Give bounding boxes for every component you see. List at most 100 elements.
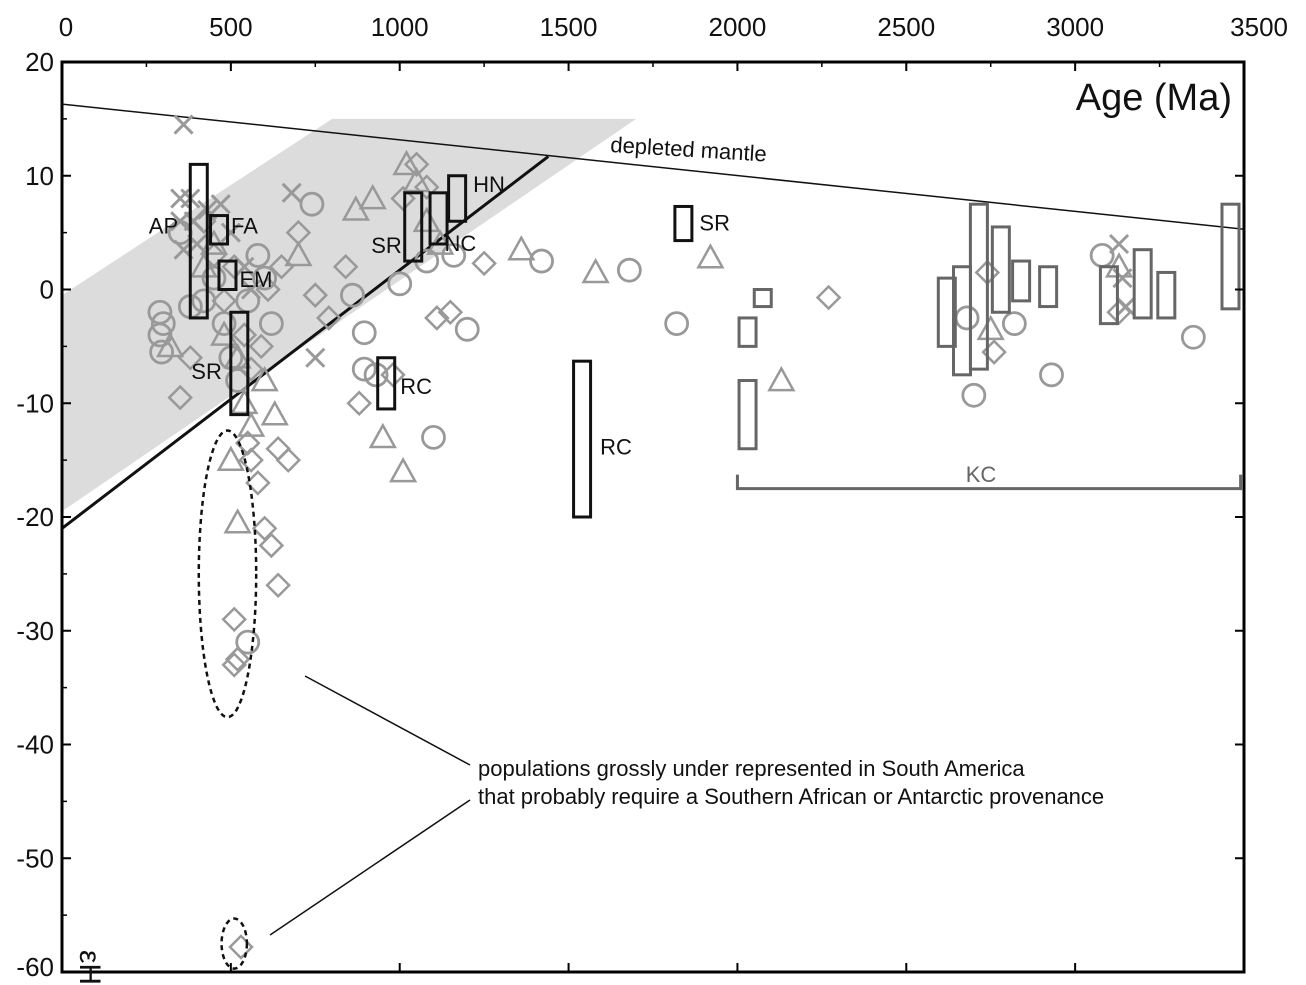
cross-point <box>305 347 326 368</box>
range-box-label-6: HN <box>473 172 505 197</box>
diamond-point <box>403 151 430 178</box>
range-box-label-0: AP <box>149 213 178 238</box>
diamond-point <box>285 219 312 246</box>
range-box-19 <box>1098 265 1119 326</box>
circle-point <box>387 271 413 297</box>
diamond-point <box>221 652 248 678</box>
range-box-label-2: EM <box>239 267 272 292</box>
diamond-point <box>167 384 193 411</box>
range-box-18 <box>1038 265 1059 309</box>
x-tick-label-3: 1500 <box>540 12 598 42</box>
x-tick-label-6: 3000 <box>1046 12 1104 42</box>
x-axis-title: Age (Ma) <box>1076 77 1232 119</box>
circle-point <box>1089 242 1115 268</box>
circle-point <box>529 248 554 274</box>
axis-ticks-layer: 0 500 1000 1500 2000 2500 3000 3500 20 10 0 -10 -20 -… <box>16 12 1288 982</box>
diamond-point <box>815 284 842 311</box>
circle-point <box>299 191 325 217</box>
range-box-1 <box>209 214 230 246</box>
x-tick-label-2: 1000 <box>371 12 429 42</box>
y-tick-label-6: -40 <box>16 730 54 760</box>
diamond-point <box>268 253 295 280</box>
triangle-point <box>250 365 279 392</box>
diamond-point <box>258 532 285 559</box>
triangle-point <box>388 456 418 483</box>
range-box-0 <box>188 162 209 320</box>
range-box-label-1: FA <box>231 214 258 239</box>
diamond-point <box>238 356 264 382</box>
diamond-point <box>251 515 278 542</box>
diamond-point <box>228 934 254 960</box>
cross-point <box>173 114 194 135</box>
cross-point <box>170 188 191 209</box>
range-box-label-7: RC <box>400 374 432 399</box>
annotation-pointer-2 <box>269 799 471 936</box>
x-tick-label-7: 3500 <box>1230 12 1288 42</box>
kc-bracket <box>735 474 1243 491</box>
annotation-line-2: that probably require a Southern African… <box>478 784 1104 809</box>
range-box-13 <box>936 276 957 348</box>
y-tick-label-2: 0 <box>40 275 54 305</box>
y-tick-label-3: -10 <box>16 388 54 418</box>
x-tick-label-4: 2000 <box>709 12 767 42</box>
triangle-point <box>581 257 610 284</box>
y-tick-label-5: -30 <box>16 616 54 646</box>
triangle-point <box>368 422 397 449</box>
cross-point <box>234 256 255 277</box>
range-box-label-3: SR <box>191 359 222 384</box>
range-box-17 <box>1011 259 1032 303</box>
diamond-point <box>255 276 281 303</box>
triangle-point <box>230 388 259 415</box>
diamond-point <box>275 447 302 473</box>
range-box-label-8: RC <box>600 435 632 460</box>
circle-point <box>954 305 980 331</box>
range-box-label-4: SR <box>371 233 402 258</box>
x-tick-label-0: 0 <box>59 12 73 42</box>
diamond-point <box>221 606 248 633</box>
circle-point <box>454 316 480 342</box>
cross-point <box>1108 233 1130 255</box>
grey-band-layer <box>62 118 637 512</box>
y-tick-label-7: -50 <box>16 843 54 873</box>
cross-point <box>281 182 302 203</box>
range-box-20 <box>1132 248 1153 320</box>
range-box-11 <box>737 316 758 348</box>
cross-point <box>183 211 204 232</box>
circle-point <box>421 424 446 450</box>
range-box-7 <box>376 356 397 411</box>
cross-point <box>241 279 262 300</box>
diamond-point <box>346 390 372 417</box>
circle-point <box>245 242 271 268</box>
range-box-10 <box>737 379 758 451</box>
range-box-4 <box>403 191 424 263</box>
circle-point <box>351 356 377 382</box>
circle-point <box>441 242 467 268</box>
circle-point <box>664 311 690 337</box>
diamond-point <box>265 572 291 599</box>
population-ellipse-0 <box>197 429 258 719</box>
population-ellipse-1 <box>220 917 249 970</box>
range-box-16 <box>990 225 1011 314</box>
triangle-point <box>236 411 266 437</box>
circle-point <box>149 339 175 365</box>
triangle-point <box>358 183 387 210</box>
diamond-point <box>245 470 271 496</box>
triangle-point <box>507 235 536 261</box>
circle-point <box>252 265 278 291</box>
triangle-point <box>696 243 725 269</box>
range-box-8 <box>572 359 593 519</box>
annotation-line-1: populations grossly under represented in… <box>478 756 1025 781</box>
circle-point <box>363 362 389 388</box>
reference-lines-layer <box>62 103 1244 530</box>
circle-point <box>1001 311 1027 337</box>
range-box-6 <box>447 174 468 223</box>
crustal-evolution-line <box>62 155 550 530</box>
cross-point <box>210 194 231 215</box>
range-box-9 <box>673 204 694 243</box>
triangle-point <box>155 331 185 358</box>
circle-point <box>258 311 284 337</box>
range-box-label-5: NC <box>445 231 477 256</box>
y-tick-label-1: 10 <box>25 161 54 191</box>
circle-point <box>1039 362 1064 388</box>
